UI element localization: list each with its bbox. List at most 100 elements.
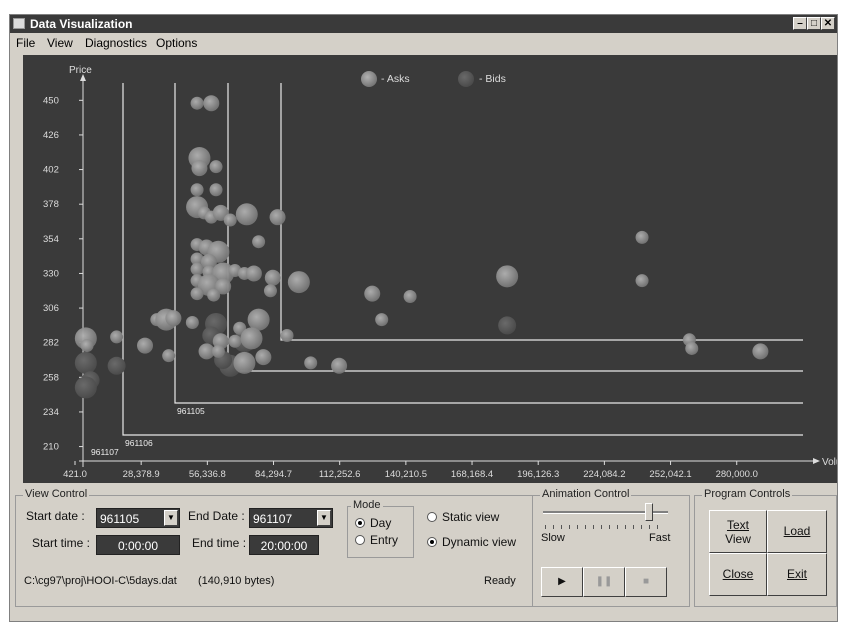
ask-point (247, 308, 270, 331)
maximize-button[interactable]: □ (807, 17, 821, 30)
window-title: Data Visualization (30, 17, 133, 31)
mode-day-label[interactable]: Day (370, 516, 392, 530)
file-size: (140,910 bytes) (198, 575, 275, 587)
ask-point (752, 343, 769, 360)
app-window: Data Visualization – □ ✕ File View Diagn… (9, 14, 838, 622)
load-button[interactable]: Load (767, 510, 827, 553)
static-view-label[interactable]: Static view (442, 510, 500, 524)
legend-asks-label: - Asks (381, 73, 410, 85)
ask-point (190, 262, 204, 276)
minimize-button[interactable]: – (793, 17, 807, 30)
close-window-button[interactable]: ✕ (821, 17, 835, 30)
dynamic-view-radio[interactable] (427, 537, 437, 547)
ask-point (162, 349, 176, 363)
ask-point (228, 334, 242, 348)
start-date-select[interactable]: 961105 ▼ (96, 508, 180, 528)
x-tick-label: 196,126.3 (517, 469, 559, 480)
menu-file[interactable]: File (16, 36, 36, 50)
file-path: C:\cg97\proj\HOOI-C\5days.dat (24, 575, 177, 587)
x-tick-label: 252,042.1 (649, 469, 691, 480)
start-time-label: Start time : (32, 536, 91, 550)
date-line (122, 83, 803, 436)
slider-ticks (545, 525, 665, 529)
menu-bar: File View Diagnostics Options (10, 34, 837, 52)
text-view-button[interactable]: Text View (709, 510, 767, 553)
title-bar: Data Visualization – □ ✕ (10, 15, 837, 33)
mode-entry-label[interactable]: Entry (370, 533, 399, 547)
ask-point (255, 349, 272, 366)
ask-point (364, 285, 381, 302)
ask-point (252, 235, 266, 249)
ask-point (110, 330, 124, 344)
ask-point (403, 290, 417, 304)
text-view-label-1: Text (726, 518, 749, 532)
chart-legend: - Asks - Bids (361, 71, 506, 87)
play-button[interactable]: ▶ (541, 567, 583, 597)
end-time-label: End time : (192, 536, 247, 550)
y-tick-label: 426 (43, 130, 59, 141)
date-line (280, 83, 803, 341)
exit-button[interactable]: Exit (767, 553, 827, 596)
ask-point (245, 265, 262, 282)
ask-point (685, 341, 699, 355)
mode-entry-radio[interactable] (355, 535, 365, 545)
legend-bids-label: - Bids (479, 73, 506, 85)
y-tick-label: 450 (43, 95, 59, 106)
bid-point (107, 356, 126, 375)
scatter-plot[interactable]: Price Volume 450 426 402 378 354 330 306 282 258 23… (23, 55, 837, 483)
ask-point (203, 95, 220, 112)
date-line (174, 83, 803, 404)
menu-view[interactable]: View (47, 36, 73, 50)
ask-point (191, 160, 208, 177)
end-time-field[interactable]: 20:00:00 (249, 535, 319, 555)
x-tick-label: 421.0 (63, 469, 87, 480)
y-axis-arrow-icon (80, 74, 86, 81)
ask-point (190, 183, 204, 197)
chevron-down-icon[interactable]: ▼ (164, 510, 178, 526)
chevron-down-icon[interactable]: ▼ (317, 510, 331, 526)
date-lines: 961106 961105 961107 (91, 83, 803, 457)
chart-canvas: Price Volume 450 426 402 378 354 330 306 282 258 23… (43, 65, 837, 480)
mode-day-radio[interactable] (355, 518, 365, 528)
static-view-radio[interactable] (427, 512, 437, 522)
pause-button[interactable]: ❚❚ (583, 567, 625, 597)
y-tick-label: 402 (43, 165, 59, 176)
ask-point (264, 269, 281, 286)
start-time-field[interactable]: 0:00:00 (96, 535, 180, 555)
ask-point (198, 343, 215, 360)
chart-axes: Price Volume 450 426 402 378 354 330 306 282 258 23… (43, 65, 837, 480)
pause-icon: ❚❚ (595, 576, 613, 587)
ask-point (190, 252, 204, 266)
bid-point (74, 376, 97, 399)
stop-button[interactable]: ■ (625, 567, 667, 597)
fast-label: Fast (649, 532, 671, 544)
x-tick-label: 28,378.9 (123, 469, 160, 480)
ask-point (209, 160, 223, 174)
menu-options[interactable]: Options (156, 36, 198, 50)
menu-diagnostics[interactable]: Diagnostics (85, 36, 148, 50)
ask-point (304, 356, 318, 370)
ask-point (200, 253, 217, 270)
speed-slider-thumb[interactable] (645, 503, 654, 521)
end-date-value: 961107 (253, 512, 293, 526)
y-tick-label: 306 (43, 303, 59, 314)
dynamic-view-label[interactable]: Dynamic view (442, 535, 517, 549)
close-label: Close (722, 567, 754, 581)
view-control-group: View Control Start date : 961105 ▼ End D… (15, 488, 533, 607)
speed-slider-track[interactable] (543, 511, 668, 514)
y-tick-label: 282 (43, 338, 59, 349)
ask-point (235, 203, 258, 226)
animation-control-title: Animation Control (540, 488, 632, 500)
ask-point (190, 96, 204, 110)
ask-point (207, 288, 221, 302)
x-axis-arrow-icon (813, 458, 820, 464)
status-text: Ready (484, 575, 516, 587)
bid-point (498, 316, 517, 335)
y-tick-label: 330 (43, 268, 59, 279)
close-button[interactable]: Close (709, 553, 767, 596)
program-controls-group: Program Controls Text View Load Close Ex… (694, 488, 837, 607)
ask-point (209, 183, 223, 197)
date-line-label: 961106 (125, 438, 153, 448)
end-date-select[interactable]: 961107 ▼ (249, 508, 333, 528)
y-tick-label: 378 (43, 199, 59, 210)
